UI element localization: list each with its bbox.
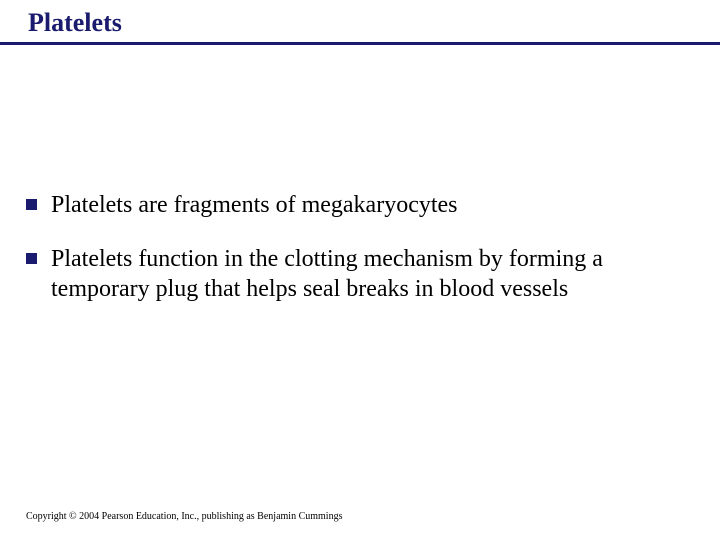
bullet-text: Platelets function in the clotting mecha…	[51, 244, 690, 304]
bullet-text: Platelets are fragments of megakaryocyte…	[51, 190, 458, 220]
slide-title: Platelets	[28, 8, 122, 38]
content-area: Platelets are fragments of megakaryocyte…	[26, 190, 690, 328]
bullet-icon	[26, 199, 37, 210]
title-divider	[0, 42, 720, 45]
list-item: Platelets function in the clotting mecha…	[26, 244, 690, 304]
copyright-text: Copyright © 2004 Pearson Education, Inc.…	[26, 511, 342, 522]
list-item: Platelets are fragments of megakaryocyte…	[26, 190, 690, 220]
bullet-icon	[26, 253, 37, 264]
